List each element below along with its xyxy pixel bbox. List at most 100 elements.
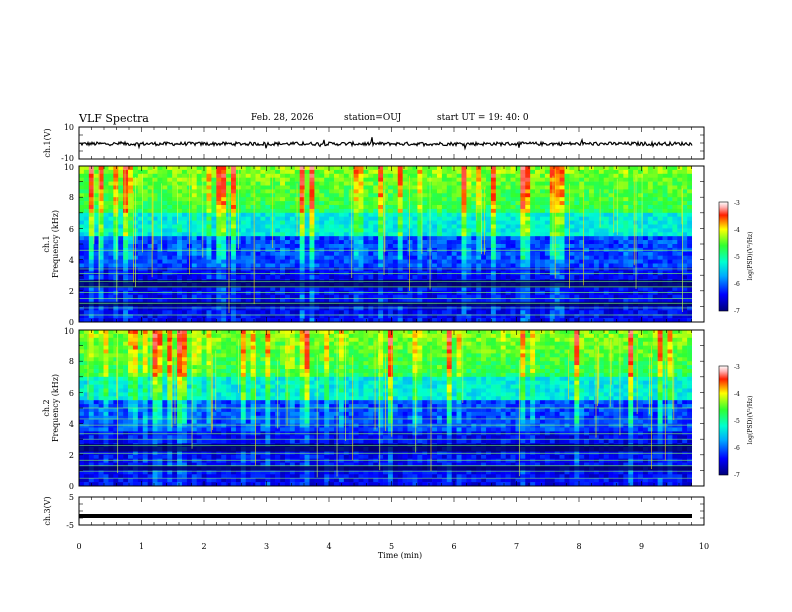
spectrogram-cell: [294, 290, 300, 295]
spectrogram-cell: [525, 310, 531, 315]
spectrogram-cell: [157, 197, 163, 202]
spectrogram-cell: [432, 236, 438, 241]
spectrogram-cell: [584, 259, 590, 264]
spectrogram-cell: [623, 267, 629, 272]
spectrogram-cell: [142, 251, 148, 256]
spectrogram-cell: [98, 185, 104, 190]
spectrogram-cell: [628, 212, 634, 217]
spectrogram-cell: [598, 185, 605, 190]
spectrogram-cell: [579, 197, 585, 202]
spectrogram-cell: [98, 290, 104, 295]
spectrogram-cell: [559, 244, 565, 249]
spectrogram-cell: [402, 232, 408, 237]
spectrogram-cell: [123, 208, 129, 214]
spectrogram-cell: [128, 185, 134, 190]
spectrogram-cell: [436, 189, 443, 194]
spectrogram-cell: [363, 290, 369, 295]
spectrogram-cell: [206, 228, 212, 233]
spectrogram-cell: [461, 267, 467, 272]
spectrogram-cell: [574, 255, 580, 260]
spectrogram-cell: [446, 267, 452, 272]
spectrogram-cell: [662, 166, 668, 171]
spectrogram-cell: [221, 294, 227, 299]
spectrogram-cell: [564, 220, 570, 225]
spectrogram-cell: [574, 224, 580, 229]
spectrogram-cell: [461, 189, 467, 194]
spectrogram-cell: [299, 193, 305, 198]
spectrogram-cell: [284, 244, 291, 249]
spectrogram-cell: [191, 173, 197, 178]
spectrogram-cell: [348, 181, 354, 186]
spectrogram-cell: [167, 201, 173, 206]
spectrogram-cell: [687, 290, 693, 295]
spectrogram-cell: [623, 263, 629, 268]
spectrogram-cell: [672, 244, 678, 249]
spectrogram-cell: [603, 286, 609, 292]
spectrogram-cell: [324, 177, 330, 182]
spectrogram-cell: [314, 201, 320, 206]
spectrogram-cell: [113, 275, 119, 280]
spectrogram-cell: [118, 208, 124, 214]
spectrogram-cell: [284, 166, 291, 171]
spectrogram-cell: [314, 286, 320, 292]
spectrogram-cell: [142, 205, 148, 210]
spectrogram-cell: [152, 208, 158, 214]
spectrogram-cell: [495, 177, 502, 182]
spectrogram-cell: [652, 314, 658, 319]
spectrogram-cell: [206, 205, 212, 210]
spectrogram-cell: [231, 236, 237, 241]
spectrogram-cell: [510, 294, 516, 299]
spectrogram-cell: [250, 181, 256, 186]
spectrogram-cell: [662, 306, 668, 311]
spectrogram-cell: [461, 275, 467, 280]
spectrogram-cell: [667, 212, 673, 217]
spectrogram-cell: [657, 177, 663, 182]
spectrogram-cell: [309, 173, 315, 178]
spectrogram-cell: [569, 177, 575, 182]
spectrogram-cell: [181, 263, 188, 268]
spectrogram-cell: [196, 220, 202, 225]
spectrogram-cell: [280, 201, 286, 206]
spectrogram-cell: [113, 208, 119, 214]
spectrogram-cell: [294, 259, 300, 264]
spectrogram-cell: [334, 177, 340, 182]
spectrogram-cell: [451, 275, 457, 280]
spectrogram-cell: [309, 201, 315, 206]
spectrogram-cell: [623, 212, 629, 217]
spectrogram-cell: [667, 263, 673, 268]
spectrogram-cell: [319, 212, 325, 217]
spectrogram-cell: [142, 208, 148, 214]
spectrogram-cell: [123, 255, 129, 260]
spectrogram-cell: [314, 255, 320, 260]
spectrogram-cell: [471, 212, 477, 217]
spectrogram-cell: [245, 259, 251, 264]
spectrogram-cell: [265, 228, 271, 233]
spectrogram-cell: [402, 255, 408, 260]
spectrogram-cell: [123, 314, 129, 319]
spectrogram-cell: [167, 290, 173, 295]
spectrogram-cell: [471, 224, 477, 229]
spectrogram-cell: [93, 212, 99, 217]
spectrogram-cell: [471, 177, 477, 182]
spectrogram-cell: [103, 259, 109, 264]
spectrogram-cell: [231, 275, 237, 280]
spectrogram-cell: [250, 275, 256, 280]
spectrogram-cell: [520, 310, 526, 315]
spectrogram-cell: [147, 181, 153, 186]
spectrogram-cell: [299, 298, 305, 303]
spectrogram-cell: [466, 212, 472, 217]
spectrogram-cell: [304, 189, 310, 194]
spectrogram-cell: [525, 166, 531, 171]
spectrogram-cell: [250, 177, 256, 182]
spectrogram-cell: [245, 212, 251, 217]
spectrogram-cell: [412, 255, 418, 260]
spectrogram-cell: [402, 251, 408, 256]
spectrogram-cell: [373, 244, 379, 249]
spectrogram-cell: [466, 185, 472, 190]
spectrogram-cell: [284, 236, 291, 241]
spectrogram-cell: [397, 275, 403, 280]
spectrogram-cell: [525, 275, 531, 280]
spectrogram-cell: [294, 166, 300, 171]
spectrogram-cell: [118, 244, 124, 249]
spectrogram-cell: [397, 169, 403, 175]
